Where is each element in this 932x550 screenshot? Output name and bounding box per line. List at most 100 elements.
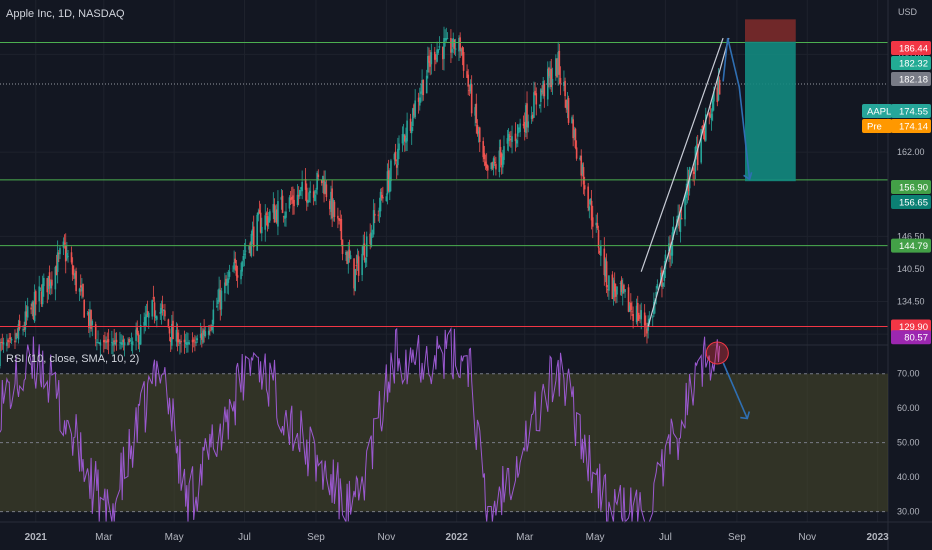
candle-body xyxy=(603,248,606,276)
candle-body xyxy=(14,340,16,343)
candle-body xyxy=(357,256,360,276)
candle-body xyxy=(106,340,109,343)
price-tag-text: AAPL xyxy=(867,107,891,118)
candle-body xyxy=(701,126,704,129)
candle-body xyxy=(445,38,448,41)
candle-body xyxy=(258,210,261,214)
candle-body xyxy=(475,103,478,124)
candle-body xyxy=(219,290,222,310)
candle-body xyxy=(442,46,444,60)
candle-body xyxy=(493,162,496,163)
candle-body xyxy=(299,189,301,196)
candle-body xyxy=(137,333,140,343)
candle-body xyxy=(530,115,533,119)
candle-body xyxy=(241,261,243,272)
time-axis-tick: Mar xyxy=(95,532,113,543)
candle-body xyxy=(573,129,576,138)
candle-body xyxy=(470,84,473,114)
candle-body xyxy=(700,129,702,163)
candle-body xyxy=(401,134,404,144)
candle-body xyxy=(422,79,425,96)
candle-body xyxy=(371,230,374,232)
candle-body xyxy=(485,163,488,169)
candle-body xyxy=(549,70,551,79)
candle-body xyxy=(78,288,81,292)
candle-body xyxy=(73,274,75,276)
position-target-zone xyxy=(744,41,796,182)
candle-body xyxy=(716,87,719,103)
candle-body xyxy=(608,275,610,291)
candle-body xyxy=(196,338,199,341)
candle-body xyxy=(598,251,601,253)
candle-body xyxy=(250,233,253,256)
candle-body xyxy=(6,342,8,346)
candle-body xyxy=(167,319,170,328)
candle-body xyxy=(251,229,254,236)
candle-body xyxy=(628,305,631,312)
price-tag-badge xyxy=(862,104,892,118)
candle-body xyxy=(403,135,406,142)
candle-body xyxy=(429,61,431,67)
candle-body xyxy=(151,300,154,317)
candle-body xyxy=(362,244,365,256)
candle-body xyxy=(127,342,129,346)
candle-body xyxy=(623,284,625,291)
candle-body xyxy=(462,52,465,71)
candle-body xyxy=(420,91,422,95)
candle-body xyxy=(320,179,323,184)
candle-body xyxy=(378,207,381,212)
candle-body xyxy=(393,153,396,160)
candle-body xyxy=(347,251,350,264)
candle-body xyxy=(458,38,460,52)
candle-body xyxy=(96,342,98,344)
price-axis-bg xyxy=(888,0,932,550)
candle-body xyxy=(587,186,589,208)
price-axis-tick: 134.50 xyxy=(897,297,925,307)
candle-body xyxy=(315,190,317,194)
candle-body xyxy=(236,275,239,278)
candle-body xyxy=(202,330,204,343)
candle-body xyxy=(490,162,493,170)
candle-body xyxy=(179,342,181,344)
candle-body xyxy=(203,329,205,335)
candle-body xyxy=(575,147,578,159)
candle-body xyxy=(385,196,388,202)
candle-body xyxy=(0,342,1,367)
candle-body xyxy=(234,258,237,264)
candle-body xyxy=(24,311,27,330)
candle-body xyxy=(427,55,429,73)
candle-body xyxy=(317,174,320,177)
candle-body xyxy=(162,309,165,312)
candle-body xyxy=(436,49,438,62)
candle-body xyxy=(144,316,147,326)
rsi-axis-tick: 40.00 xyxy=(897,472,920,482)
candle-body xyxy=(249,242,252,254)
candle-body xyxy=(709,114,712,118)
candle-body xyxy=(260,226,263,234)
candle-body xyxy=(454,48,457,50)
price-label-badge xyxy=(891,180,931,194)
candle-body xyxy=(30,307,32,310)
candle-body xyxy=(558,50,561,75)
candle-body xyxy=(402,134,405,137)
candle-body xyxy=(632,313,634,322)
candle-body xyxy=(453,39,456,49)
candle-body xyxy=(168,328,171,334)
candle-body xyxy=(692,167,694,171)
candle-body xyxy=(450,37,452,53)
candle-body xyxy=(438,46,441,48)
projection-arrow-head xyxy=(743,172,753,181)
candle-body xyxy=(668,243,670,252)
candle-body xyxy=(281,195,284,214)
candle-body xyxy=(293,199,295,207)
candle-body xyxy=(226,279,228,286)
channel-upper-line xyxy=(640,37,724,272)
candle-body xyxy=(211,324,213,331)
candle-body xyxy=(201,333,203,340)
candle-body xyxy=(596,222,599,229)
candle-body xyxy=(289,198,292,201)
time-axis-tick: Jul xyxy=(238,532,251,543)
candle-body xyxy=(684,195,686,220)
currency-label: USD xyxy=(898,7,918,17)
